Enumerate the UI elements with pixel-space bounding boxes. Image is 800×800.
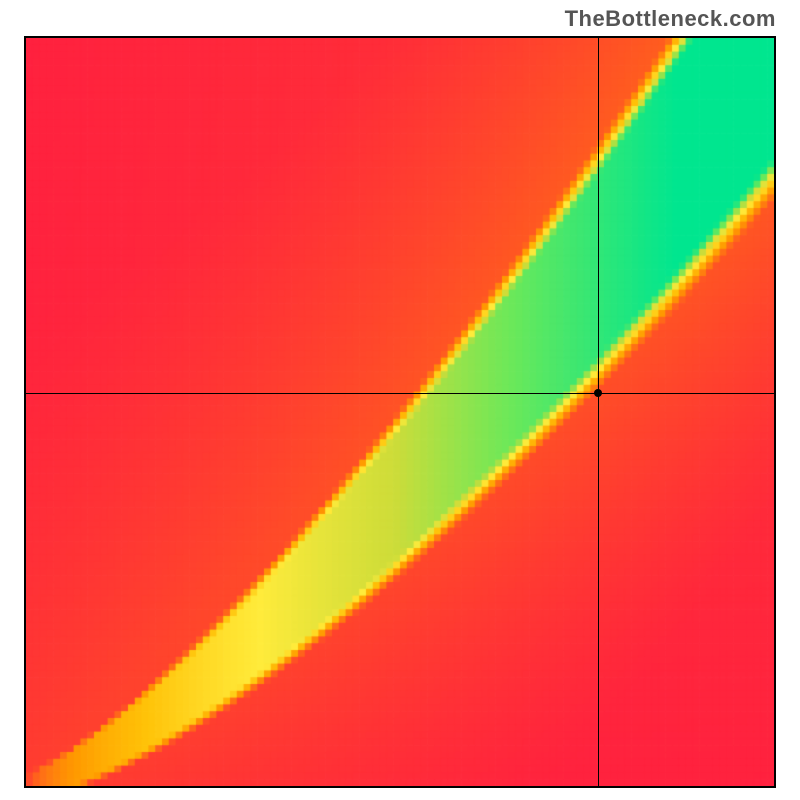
heatmap-canvas (26, 38, 774, 786)
crosshair-vertical (598, 38, 599, 786)
watermark-text: TheBottleneck.com (565, 6, 776, 32)
chart-container: TheBottleneck.com (0, 0, 800, 800)
chart-frame (24, 36, 776, 788)
crosshair-horizontal (26, 393, 774, 394)
crosshair-marker (594, 389, 602, 397)
